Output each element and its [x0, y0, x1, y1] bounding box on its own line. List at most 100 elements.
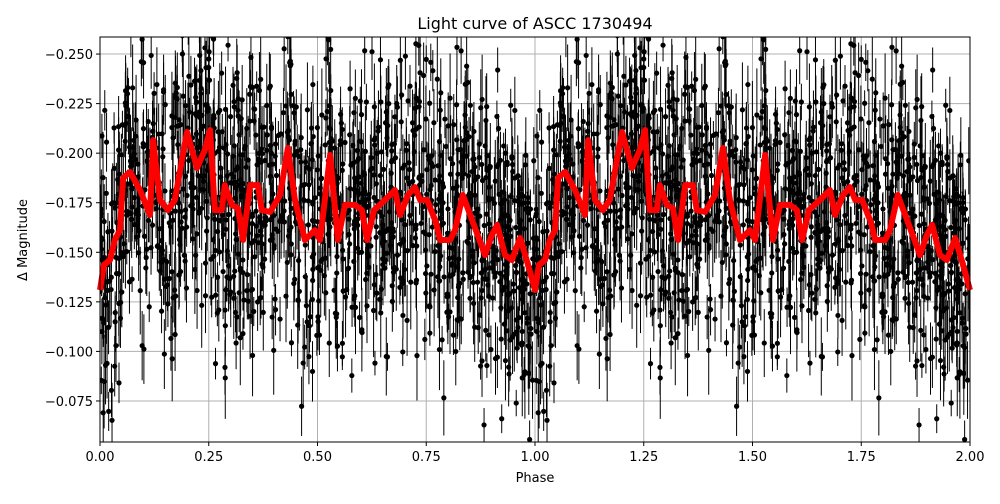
data-point [618, 258, 623, 263]
data-point [703, 238, 708, 243]
data-point [769, 311, 774, 316]
data-point [726, 281, 731, 286]
data-point [706, 246, 711, 251]
data-point [109, 418, 114, 423]
data-point [327, 340, 332, 345]
data-point [445, 294, 450, 299]
data-point [169, 113, 174, 118]
data-point [188, 181, 193, 186]
data-point [273, 154, 278, 159]
data-point [112, 364, 117, 369]
data-point [213, 293, 218, 298]
data-point [486, 221, 491, 226]
data-point [919, 168, 924, 173]
data-point [807, 361, 812, 366]
data-point [124, 249, 129, 254]
data-point [775, 354, 780, 359]
data-point [851, 43, 856, 48]
data-point [661, 212, 666, 217]
data-point [845, 120, 850, 125]
data-point [306, 354, 311, 359]
data-point [326, 232, 331, 237]
data-point [862, 101, 867, 106]
data-point [786, 110, 791, 115]
data-point [740, 107, 745, 112]
data-point [656, 269, 661, 274]
data-point [837, 222, 842, 227]
data-point [283, 103, 288, 108]
data-point [393, 155, 398, 160]
data-point [407, 213, 412, 218]
data-point [268, 143, 273, 148]
data-point [837, 162, 842, 167]
data-point [711, 133, 716, 138]
data-point [237, 290, 242, 295]
data-point [554, 289, 559, 294]
data-point [919, 104, 924, 109]
data-point [646, 116, 651, 121]
data-point [471, 280, 476, 285]
data-point [610, 142, 615, 147]
data-point [824, 171, 829, 176]
data-point [707, 296, 712, 301]
data-point [721, 234, 726, 239]
data-point [906, 280, 911, 285]
data-point [685, 353, 690, 358]
data-point [616, 94, 621, 99]
data-point [931, 161, 936, 166]
data-point [834, 119, 839, 124]
data-point [526, 371, 531, 376]
data-point [334, 311, 339, 316]
data-point [237, 132, 242, 137]
data-point [745, 278, 750, 283]
data-point [835, 349, 840, 354]
data-point [531, 158, 536, 163]
data-point [880, 294, 885, 299]
data-point [880, 206, 885, 211]
data-point [330, 139, 335, 144]
data-point [948, 225, 953, 230]
data-point [128, 158, 133, 163]
data-point [267, 85, 272, 90]
data-point [440, 337, 445, 342]
data-point [228, 180, 233, 185]
data-point [388, 225, 393, 230]
data-point [820, 85, 825, 90]
data-point [612, 237, 617, 242]
data-point [718, 103, 723, 108]
data-point [666, 99, 671, 104]
data-point [231, 99, 236, 104]
data-point [571, 228, 576, 233]
data-point [250, 287, 255, 292]
data-point [899, 64, 904, 69]
data-point [905, 248, 910, 253]
data-point [169, 269, 174, 274]
data-point [787, 175, 792, 180]
data-point [150, 223, 155, 228]
data-point [712, 316, 717, 321]
data-point [655, 212, 660, 217]
data-point [716, 208, 721, 213]
data-point [961, 371, 966, 376]
data-point [682, 92, 687, 97]
data-point [187, 109, 192, 114]
data-point [398, 58, 403, 63]
data-point [528, 217, 533, 222]
data-point [949, 317, 954, 322]
data-point [256, 240, 261, 245]
data-point [877, 116, 882, 121]
data-point [380, 262, 385, 267]
data-point [109, 388, 114, 393]
data-point [205, 215, 210, 220]
data-point [315, 319, 320, 324]
data-point [782, 241, 787, 246]
data-point [919, 363, 924, 368]
data-point [116, 380, 121, 385]
data-point [223, 287, 228, 292]
data-point [955, 297, 960, 302]
data-point [483, 118, 488, 123]
data-point [627, 79, 632, 84]
data-point [761, 232, 766, 237]
data-point [622, 109, 627, 114]
data-point [516, 194, 521, 199]
